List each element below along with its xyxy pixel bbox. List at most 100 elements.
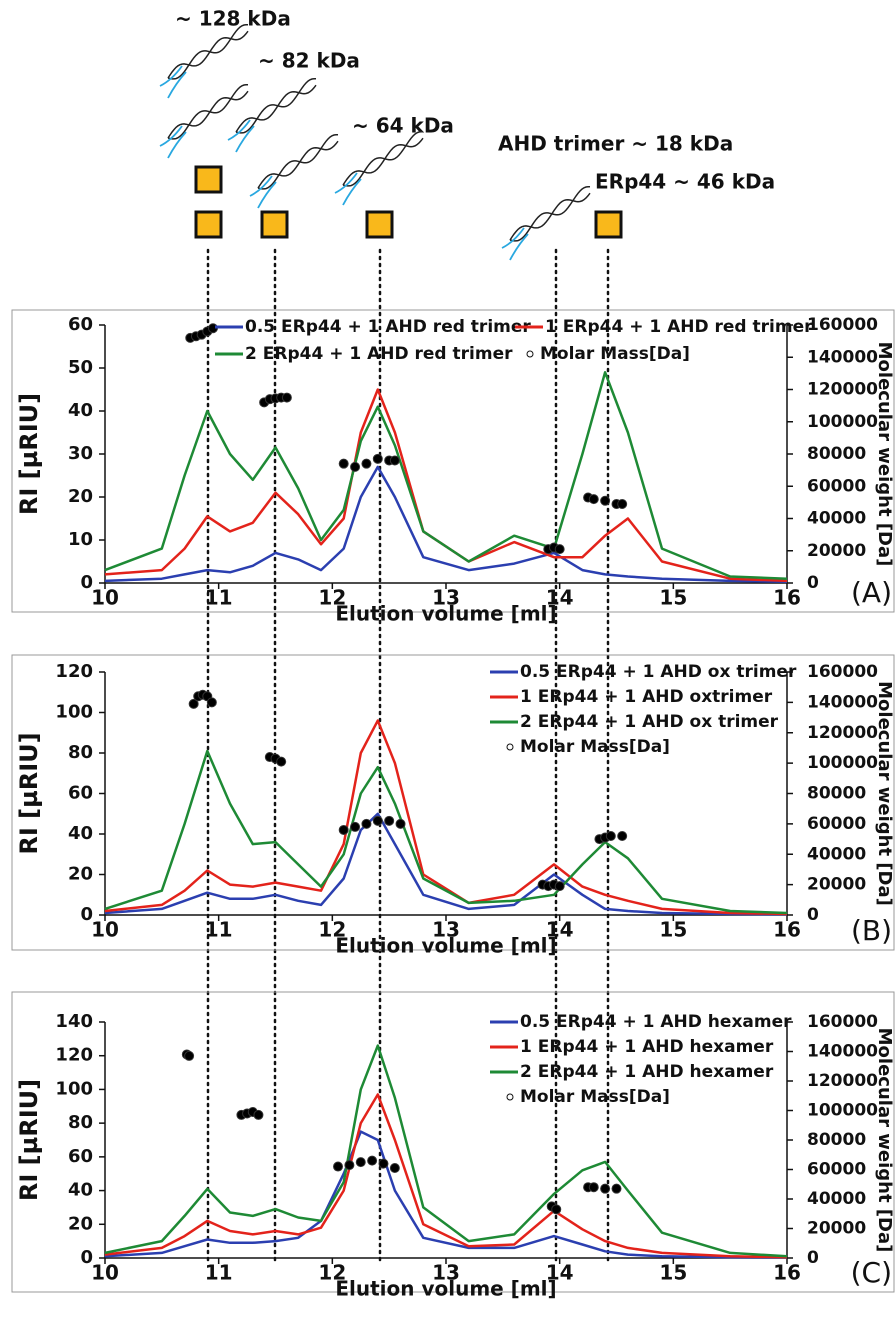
- molar-mass-point: [554, 881, 565, 892]
- y-tick-label: 120: [55, 661, 93, 682]
- y2-tick-label: 160000: [807, 1012, 878, 1032]
- legend-marker: [506, 743, 514, 751]
- molar-mass-point: [600, 1183, 611, 1194]
- y2-tick-label: 60000: [807, 1160, 866, 1180]
- x-tick-label: 15: [659, 918, 687, 942]
- series-line: [104, 749, 788, 915]
- helix-tail: [167, 71, 187, 99]
- y-tick-label: 50: [68, 357, 93, 378]
- x-tick-label: 13: [432, 586, 460, 610]
- x-tick-label: 12: [318, 918, 346, 942]
- y2-tick-label: 80000: [807, 784, 866, 804]
- schematic-label: ~ 64 kDa: [352, 114, 454, 138]
- schematic-label: ~ 82 kDa: [258, 49, 360, 73]
- molar-mass-point: [253, 1109, 264, 1120]
- y2-tick-label: 160000: [807, 315, 878, 335]
- molar-mass-point: [605, 831, 616, 842]
- legend-label: 0.5 ERp44 + 1 AHD red trimer: [245, 317, 531, 337]
- y-tick-label: 0: [80, 572, 93, 593]
- x-tick-label: 16: [773, 586, 801, 610]
- y-tick-label: 100: [55, 1078, 93, 1099]
- panel-label: (A): [851, 576, 892, 609]
- y2-tick-label: 140000: [807, 1042, 878, 1062]
- y2-tick-label: 120000: [807, 380, 878, 400]
- y2-tick-label: 20000: [807, 1219, 866, 1239]
- helix-strand: [257, 133, 339, 190]
- x-tick-label: 12: [318, 586, 346, 610]
- y2-tick-label: 20000: [807, 875, 866, 895]
- helix-tail: [334, 172, 358, 194]
- helix-tail: [159, 125, 183, 147]
- x-axis-label: Elution volume [ml]: [335, 934, 556, 958]
- y2-tick-label: 160000: [807, 662, 878, 682]
- molar-mass-point: [389, 455, 400, 466]
- series-line: [104, 465, 788, 583]
- helix-strand: [167, 23, 249, 80]
- molar-mass-point: [206, 697, 217, 708]
- x-tick-label: 10: [91, 918, 119, 942]
- molar-mass-point: [361, 818, 372, 829]
- series-line: [104, 1093, 788, 1259]
- legend-label: 1 ERp44 + 1 AHD oxtrimer: [520, 687, 773, 707]
- molar-mass-point: [350, 821, 361, 832]
- molar-mass-point: [344, 1160, 355, 1171]
- schematic-label: ~ 128 kDa: [175, 7, 291, 31]
- square: [194, 165, 223, 194]
- helix-tail: [509, 233, 529, 261]
- x-tick-label: 15: [659, 1261, 687, 1285]
- x-tick-label: 14: [546, 918, 574, 942]
- y2-tick-label: 100000: [807, 753, 878, 773]
- molar-mass-point: [588, 1182, 599, 1193]
- helix-strand: [235, 77, 317, 134]
- y2-axis-label: Molecular weight [Da]: [874, 342, 895, 567]
- y-tick-label: 0: [80, 1247, 93, 1268]
- molar-mass-point: [184, 1050, 195, 1061]
- y-axis-label: RI [µRIU]: [15, 732, 43, 854]
- y2-tick-label: 20000: [807, 541, 866, 561]
- square: [194, 210, 223, 239]
- molar-mass-point: [361, 458, 372, 469]
- helix: [159, 23, 249, 99]
- y-tick-label: 20: [68, 864, 93, 885]
- helix-strand: [342, 137, 424, 186]
- y2-tick-label: 140000: [807, 692, 878, 712]
- series-line: [104, 1044, 788, 1258]
- legend-label: 2 ERp44 + 1 AHD hexamer: [520, 1062, 774, 1082]
- molar-mass-point: [333, 1161, 344, 1172]
- y2-tick-label: 60000: [807, 814, 866, 834]
- y-tick-label: 20: [68, 1213, 93, 1234]
- x-tick-label: 14: [546, 1261, 574, 1285]
- y2-axis-label: Molecular weight [Da]: [874, 681, 895, 906]
- x-axis-label: Elution volume [ml]: [335, 1277, 556, 1301]
- chart-panel: 0 20 40 60 80 100 120 0 20000 40000 60000 80000 1000…: [11, 654, 895, 958]
- helix-strand: [235, 84, 317, 133]
- chart-panel: 0 20 40 60 80 100 120 140 0 20000 40000 60000 80000 1…: [11, 991, 895, 1301]
- panel-label: (C): [851, 1256, 892, 1289]
- legend-label: Molar Mass[Da]: [520, 1087, 670, 1107]
- y-tick-label: 30: [68, 443, 93, 464]
- series-line: [104, 1130, 788, 1259]
- square: [365, 210, 394, 239]
- y-tick-label: 140: [55, 1011, 93, 1032]
- y-tick-label: 100: [55, 702, 93, 723]
- molar-mass-point: [389, 1163, 400, 1174]
- helix-tail: [249, 175, 273, 197]
- helix-strand: [167, 30, 249, 79]
- helix: [249, 133, 339, 209]
- x-tick-label: 15: [659, 586, 687, 610]
- series-line: [104, 719, 788, 916]
- molar-mass-point: [188, 698, 199, 709]
- y2-tick-label: 80000: [807, 1130, 866, 1150]
- helix-strand: [509, 185, 591, 242]
- series-line: [104, 371, 788, 580]
- helix-strand: [257, 140, 339, 189]
- y-tick-label: 10: [68, 529, 93, 550]
- molar-mass-point: [588, 494, 599, 505]
- molar-mass-point: [350, 461, 361, 472]
- molar-mass-point: [617, 831, 628, 842]
- y-tick-label: 20: [68, 486, 93, 507]
- schematic-label: ERp44 ~ 46 kDa: [595, 170, 775, 194]
- panel-frame: [11, 654, 895, 951]
- molar-mass-point: [551, 1204, 562, 1215]
- subunit-squares: [194, 165, 623, 239]
